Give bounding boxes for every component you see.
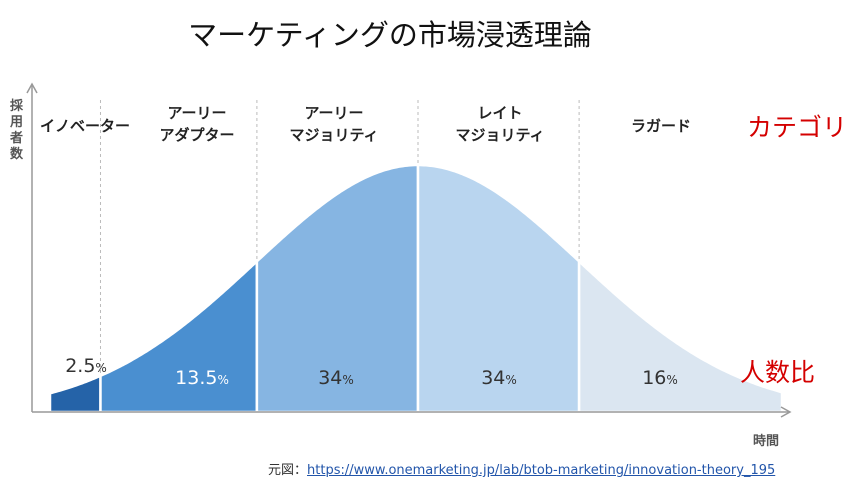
category-label: レイトマジョリティ (455, 104, 544, 144)
segment-area (577, 258, 784, 414)
category-label: アーリーアダプター (159, 104, 234, 144)
category-label: アーリーマジョリティ (289, 104, 378, 144)
ratio-annotation: 人数比 (740, 358, 815, 387)
percentage-label: 16% (642, 367, 678, 389)
y-axis-label: 採用者数 (9, 98, 24, 162)
source-credit: 元図：https://www.onemarketing.jp/lab/btob-… (268, 459, 775, 478)
percentage-label: 34% (481, 367, 517, 389)
percentage-label: 13.5% (175, 367, 229, 389)
category-label: ラガード (631, 117, 691, 135)
percentage-label: 2.5% (65, 355, 107, 377)
segment-area (99, 258, 259, 414)
category-annotation: カテゴリ (747, 113, 847, 142)
segment-area (416, 163, 581, 414)
y-axis-arrow (26, 82, 38, 94)
chart-title: マーケティングの市場浸透理論 (188, 18, 592, 52)
category-label: イノベーター (40, 117, 130, 135)
x-axis-arrow (780, 406, 792, 418)
percentage-label: 34% (318, 367, 354, 389)
segment-area (255, 163, 420, 414)
source-link[interactable]: https://www.onemarketing.jp/lab/btob-mar… (307, 463, 776, 478)
x-axis-label: 時間 (753, 433, 779, 449)
segment-area (48, 373, 102, 414)
source-label: 元図： (268, 463, 308, 478)
